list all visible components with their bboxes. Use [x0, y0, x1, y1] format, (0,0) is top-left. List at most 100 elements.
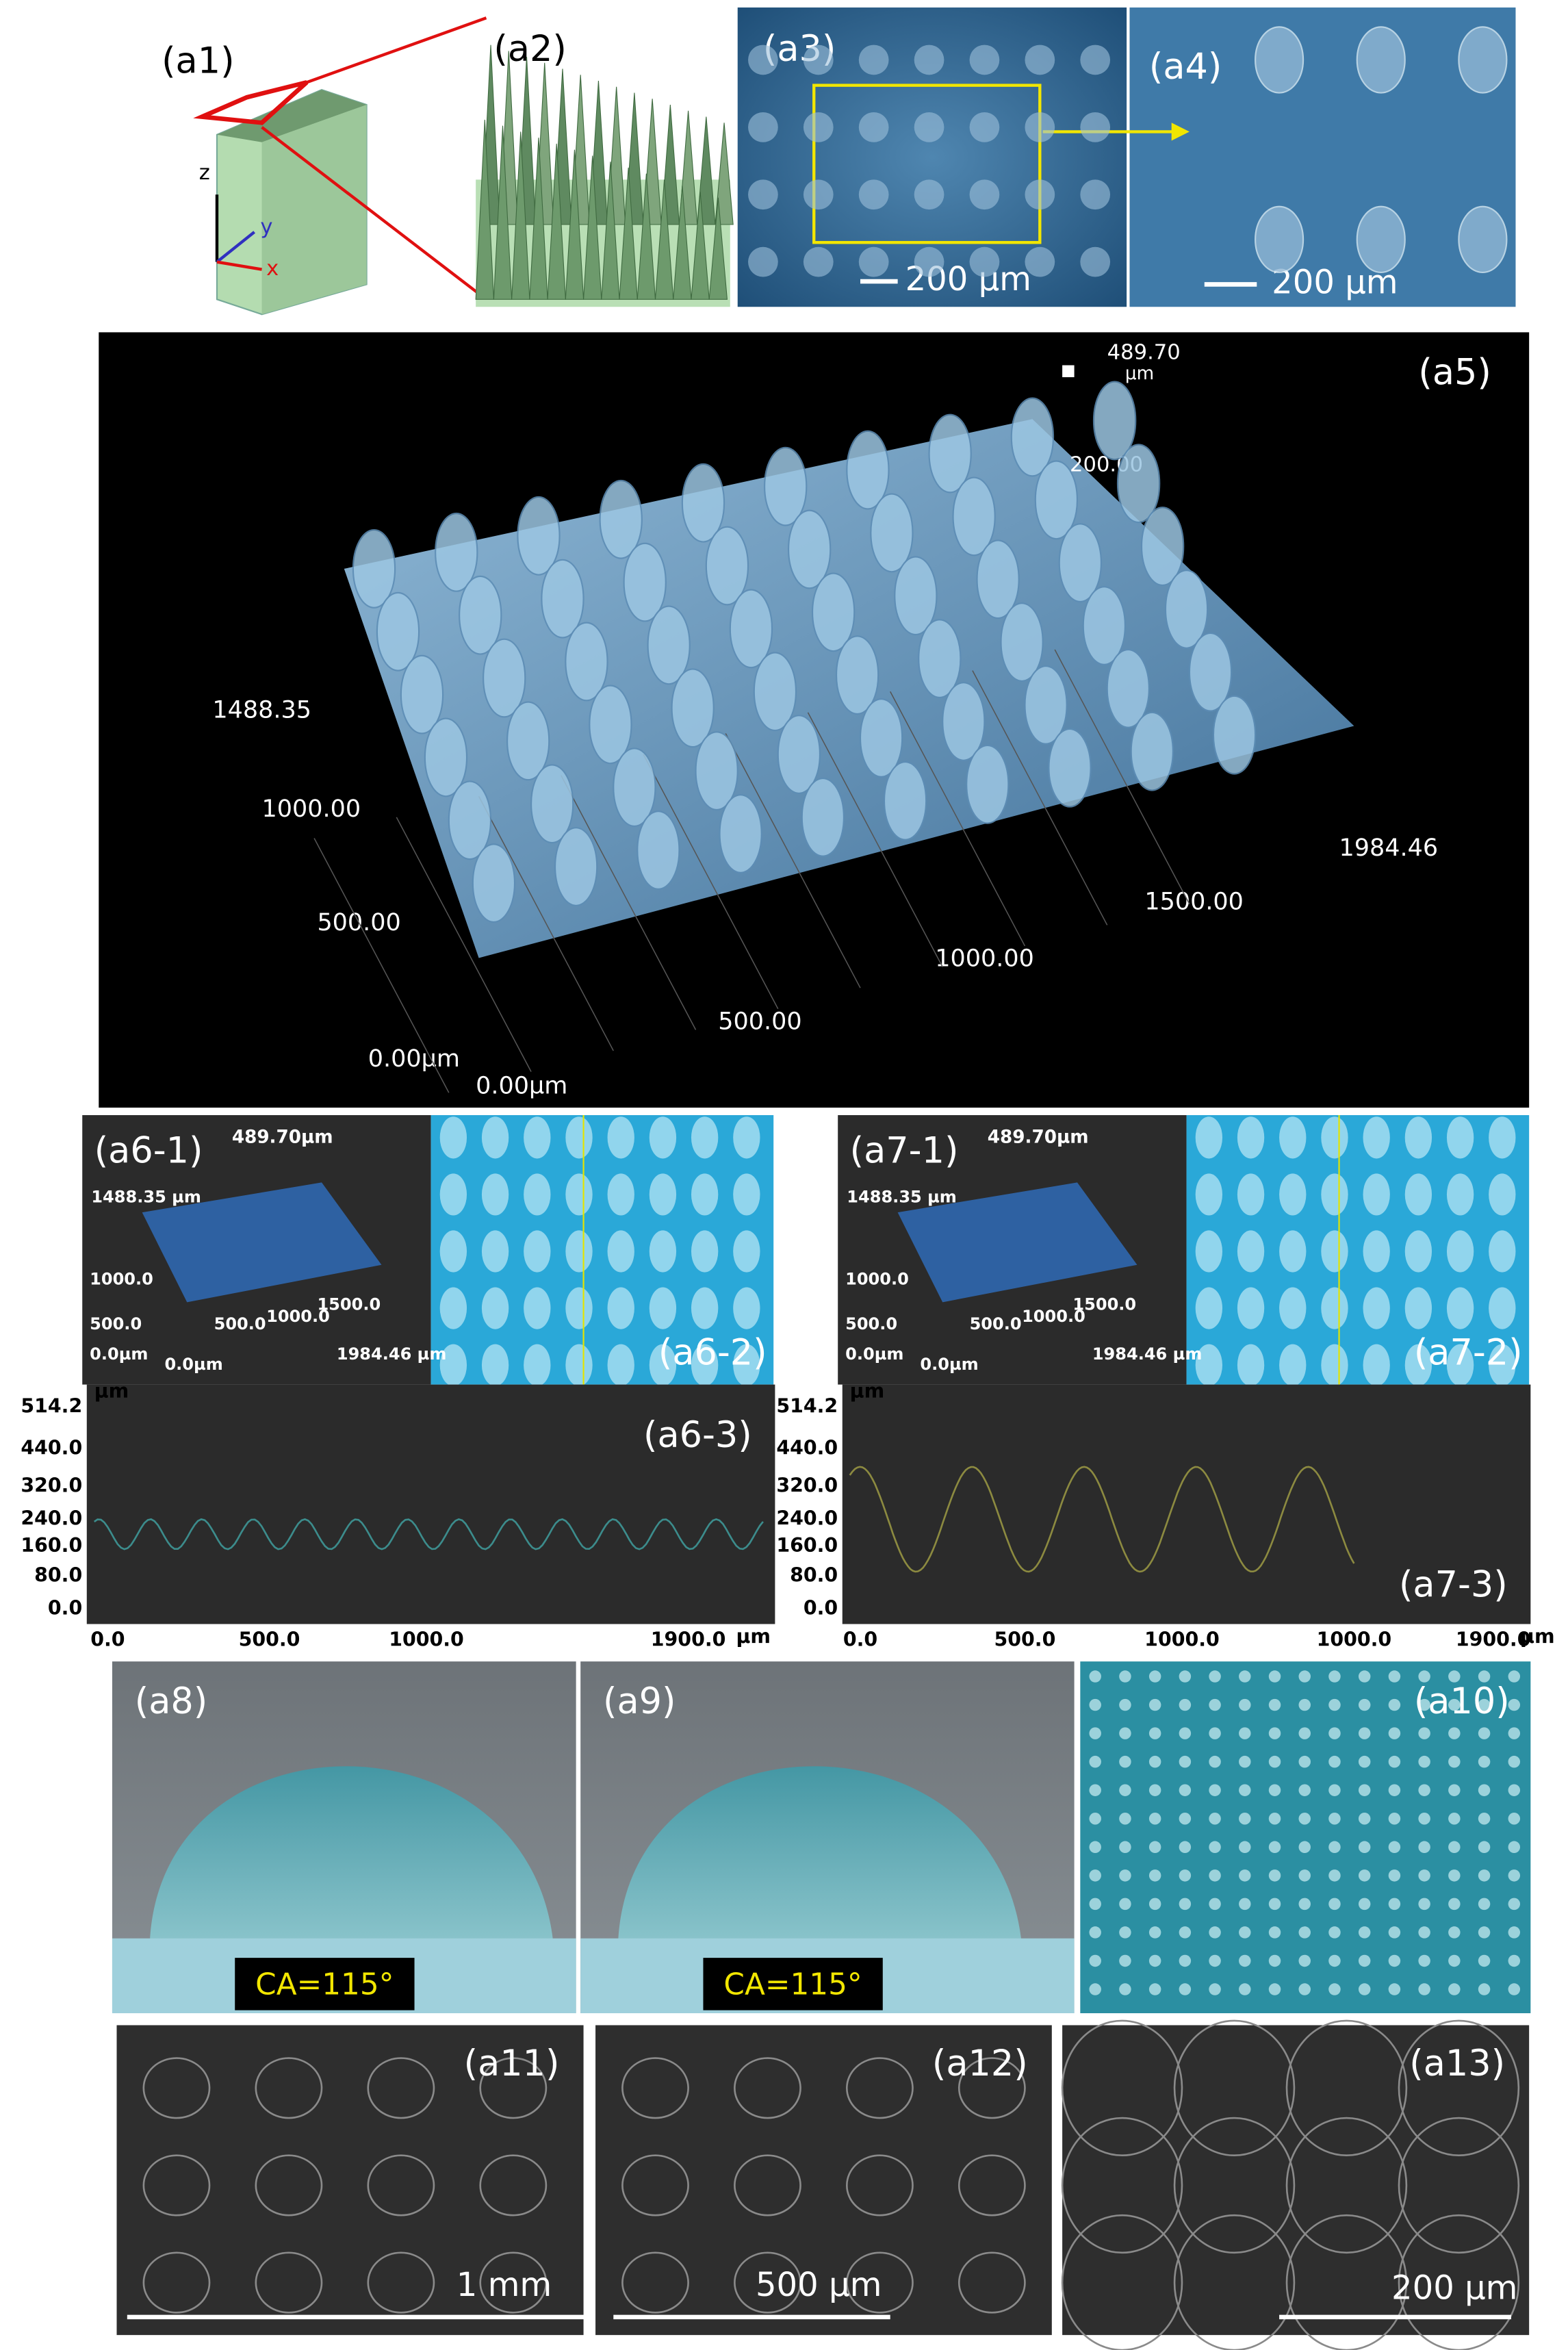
inset-label: 1000.0 — [266, 1307, 330, 1326]
feature — [1209, 1841, 1221, 1854]
panel-label: (a5) — [1418, 351, 1491, 393]
feature — [1448, 1784, 1461, 1796]
feature — [1179, 1813, 1192, 1825]
feature — [1268, 1926, 1281, 1939]
x-tick-label: 500.0 — [994, 1629, 1056, 1651]
x-label: 1984.46 — [1339, 834, 1439, 862]
panel-label: (a7-2) — [1414, 1332, 1523, 1374]
peak — [1130, 711, 1174, 791]
feature — [481, 1287, 509, 1329]
inset-label: 1488.35 µm — [91, 1187, 201, 1206]
pit — [1080, 112, 1111, 142]
y-tick-label: 160.0 — [21, 1534, 82, 1557]
feature — [1089, 1755, 1101, 1768]
axis-y — [216, 231, 255, 264]
feature — [1363, 1287, 1390, 1329]
feature — [1358, 1869, 1371, 1882]
feature — [1285, 2214, 1408, 2350]
spike — [637, 173, 656, 300]
feature — [1448, 1954, 1461, 1967]
feature — [1148, 1755, 1161, 1768]
feature — [607, 1230, 634, 1273]
feature — [691, 1173, 719, 1216]
feature — [1179, 1841, 1192, 1854]
feature — [1148, 1898, 1161, 1911]
feature — [1209, 1784, 1221, 1796]
peak — [1034, 460, 1079, 540]
peak — [530, 764, 574, 844]
feature — [1328, 1983, 1341, 1995]
feature — [1321, 1287, 1348, 1329]
y-tick-label: 440.0 — [776, 1437, 838, 1459]
spike — [582, 155, 602, 300]
feature — [1321, 1173, 1348, 1216]
feature — [1418, 1727, 1430, 1739]
pit — [914, 246, 944, 277]
feature — [1418, 1954, 1430, 1967]
feature — [1418, 1698, 1430, 1711]
feature — [1268, 1954, 1281, 1967]
feature — [1148, 1727, 1161, 1739]
feature — [1388, 1784, 1401, 1796]
feature — [1089, 1670, 1101, 1683]
feature — [1179, 1727, 1192, 1739]
droplet — [617, 1766, 1023, 1946]
feature — [733, 1116, 760, 1159]
spike — [529, 138, 548, 300]
x-tick-label: 1900.0 — [651, 1629, 726, 1651]
axis-label: y — [260, 215, 272, 239]
feature — [1239, 1926, 1251, 1939]
y-tick-label: 0.0 — [48, 1597, 82, 1620]
spike — [493, 125, 513, 300]
profile-curve — [849, 1466, 1355, 1573]
y-tick-label: 240.0 — [776, 1507, 838, 1529]
spike — [691, 191, 710, 300]
feature — [1328, 1813, 1341, 1825]
grid-line — [890, 691, 1026, 947]
peak — [942, 682, 986, 761]
feature — [142, 2057, 211, 2119]
spike — [708, 197, 728, 300]
feature — [1489, 1230, 1516, 1273]
feature — [1268, 1755, 1281, 1768]
feature — [565, 1230, 593, 1273]
feature — [1478, 1869, 1491, 1882]
peak — [729, 589, 773, 669]
feature — [1209, 1670, 1221, 1683]
feature — [1179, 1869, 1192, 1882]
feature — [1328, 1755, 1341, 1768]
feature — [1179, 1670, 1192, 1683]
feature — [1448, 1727, 1461, 1739]
feature — [1148, 1698, 1161, 1711]
feature — [1279, 1287, 1307, 1329]
feature — [479, 2057, 548, 2119]
feature — [733, 1173, 760, 1216]
x-label: 0.00µm — [476, 1072, 567, 1099]
feature — [1446, 1230, 1474, 1273]
feature — [1148, 1954, 1161, 1967]
feature — [1148, 1926, 1161, 1939]
feature — [1328, 1670, 1341, 1683]
feature — [1089, 1954, 1101, 1967]
y-tick-label: 320.0 — [21, 1474, 82, 1496]
feature — [1363, 1116, 1390, 1159]
feature — [1298, 1898, 1311, 1911]
feature — [565, 1287, 593, 1329]
feature — [1418, 1755, 1430, 1768]
feature — [1179, 1926, 1192, 1939]
x-tick-label: 500.0 — [239, 1629, 300, 1651]
feature — [1173, 2019, 1296, 2157]
feature — [1298, 1727, 1311, 1739]
feature — [1148, 1841, 1161, 1854]
feature — [1418, 1670, 1430, 1683]
feature — [1358, 1813, 1371, 1825]
feature — [649, 1116, 677, 1159]
feature — [1148, 1983, 1161, 1995]
feature — [1388, 1698, 1401, 1711]
feature — [1209, 1954, 1221, 1967]
feature — [142, 2154, 211, 2217]
panel-label: (a9) — [603, 1681, 676, 1722]
feature — [1448, 1869, 1461, 1882]
feature — [621, 2154, 689, 2217]
feature — [1448, 1755, 1461, 1768]
